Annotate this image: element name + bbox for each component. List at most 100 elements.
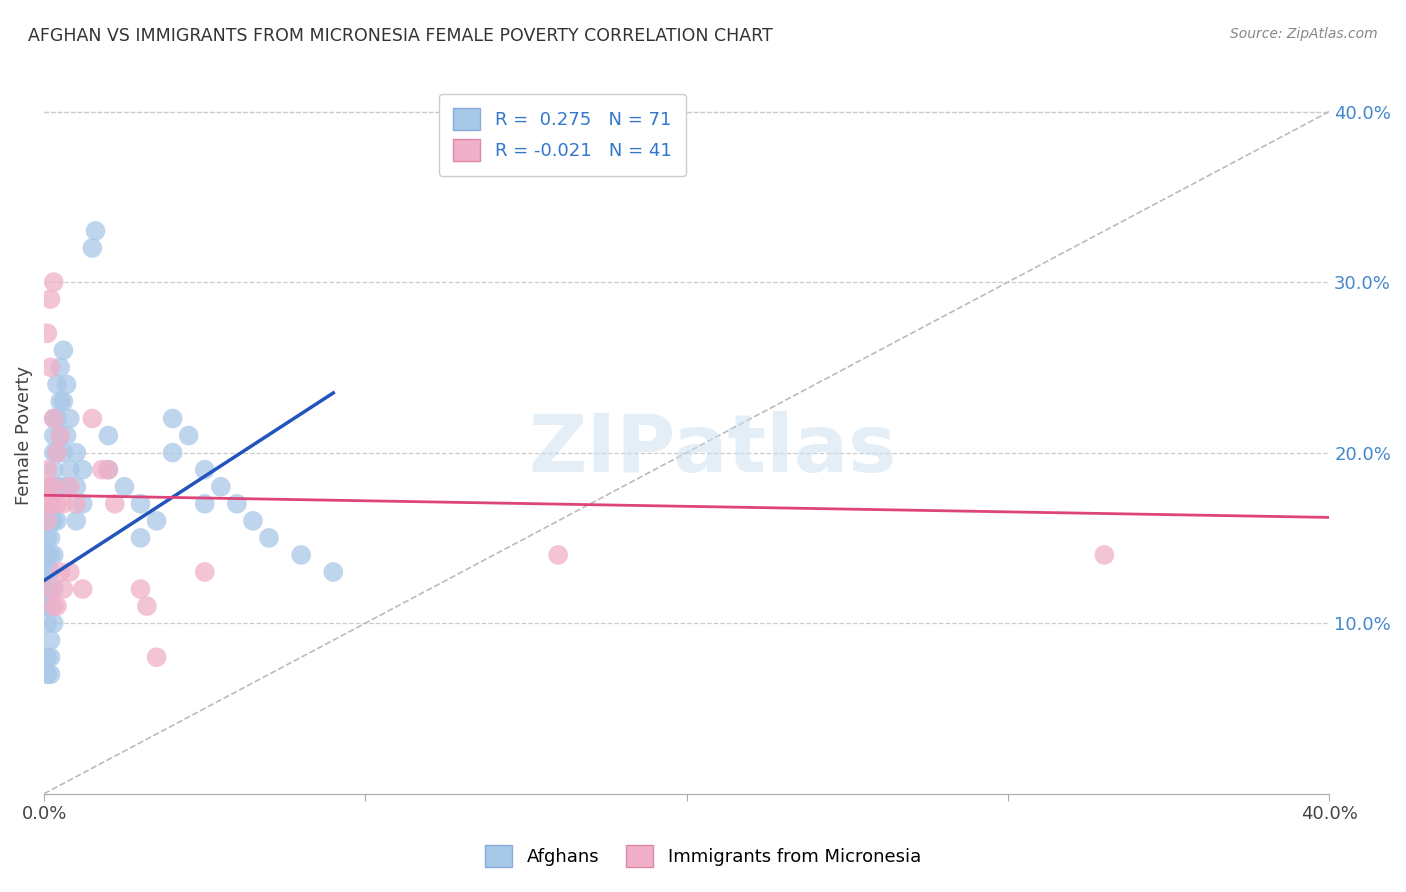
Point (72, 582, 94, 596)
Point (42, 445, 65, 459)
Point (177, 428, 200, 442)
Point (55, 480, 77, 494)
Point (49, 360, 72, 375)
Point (46, 480, 69, 494)
Point (162, 445, 184, 459)
Point (194, 565, 217, 579)
Point (114, 480, 136, 494)
Point (55, 428, 77, 442)
Point (37, 667, 59, 681)
Point (1092, 548, 1115, 562)
Point (194, 463, 217, 477)
Point (129, 531, 152, 545)
Point (46, 411, 69, 425)
Point (37, 497, 59, 511)
Point (39, 480, 62, 494)
Point (49, 428, 72, 442)
Point (46, 445, 69, 459)
Point (97, 463, 120, 477)
Point (37, 326, 59, 341)
Point (46, 514, 69, 528)
Point (37, 599, 59, 613)
Point (39, 360, 62, 375)
Point (42, 582, 65, 596)
Point (39, 565, 62, 579)
Point (59, 463, 82, 477)
Text: ZIPatlas: ZIPatlas (529, 411, 897, 489)
Point (46, 377, 69, 392)
Point (46, 497, 69, 511)
Point (52, 582, 75, 596)
Point (59, 565, 82, 579)
Point (42, 275, 65, 289)
Point (82, 411, 104, 425)
Point (52, 445, 75, 459)
Point (65, 480, 87, 494)
Point (42, 480, 65, 494)
Point (72, 463, 94, 477)
Point (145, 650, 167, 665)
Point (162, 411, 184, 425)
Point (290, 548, 312, 562)
Point (145, 514, 167, 528)
Point (65, 445, 87, 459)
Legend: R =  0.275   N = 71, R = -0.021   N = 41: R = 0.275 N = 71, R = -0.021 N = 41 (439, 94, 686, 176)
Point (65, 514, 87, 528)
Point (322, 565, 344, 579)
Point (39, 497, 62, 511)
Point (39, 650, 62, 665)
Point (225, 497, 247, 511)
Point (84, 224, 107, 238)
Point (82, 241, 104, 255)
Point (49, 565, 72, 579)
Point (37, 514, 59, 528)
Point (42, 428, 65, 442)
Point (59, 411, 82, 425)
Point (39, 582, 62, 596)
Point (37, 531, 59, 545)
Point (52, 497, 75, 511)
Point (39, 599, 62, 613)
Point (129, 497, 152, 511)
Point (37, 514, 59, 528)
Point (129, 582, 152, 596)
Point (52, 394, 75, 409)
Point (42, 599, 65, 613)
Point (37, 616, 59, 631)
Point (242, 514, 264, 528)
Point (39, 514, 62, 528)
Point (42, 480, 65, 494)
Point (547, 548, 569, 562)
Point (52, 343, 75, 358)
Point (97, 463, 120, 477)
Point (209, 480, 232, 494)
Point (97, 428, 120, 442)
Point (46, 445, 69, 459)
Point (37, 548, 59, 562)
Point (65, 497, 87, 511)
Point (257, 531, 280, 545)
Point (42, 411, 65, 425)
Point (59, 480, 82, 494)
Point (37, 480, 59, 494)
Point (39, 633, 62, 648)
Point (39, 667, 62, 681)
Point (42, 514, 65, 528)
Point (91, 463, 114, 477)
Point (55, 377, 77, 392)
Point (37, 463, 59, 477)
Legend: Afghans, Immigrants from Micronesia: Afghans, Immigrants from Micronesia (478, 838, 928, 874)
Point (46, 599, 69, 613)
Point (39, 531, 62, 545)
Text: Source: ZipAtlas.com: Source: ZipAtlas.com (1230, 27, 1378, 41)
Point (39, 292, 62, 306)
Y-axis label: Female Poverty: Female Poverty (15, 366, 32, 505)
Point (135, 599, 157, 613)
Point (37, 497, 59, 511)
Point (37, 582, 59, 596)
Point (49, 480, 72, 494)
Point (42, 463, 65, 477)
Point (42, 616, 65, 631)
Point (39, 548, 62, 562)
Point (37, 650, 59, 665)
